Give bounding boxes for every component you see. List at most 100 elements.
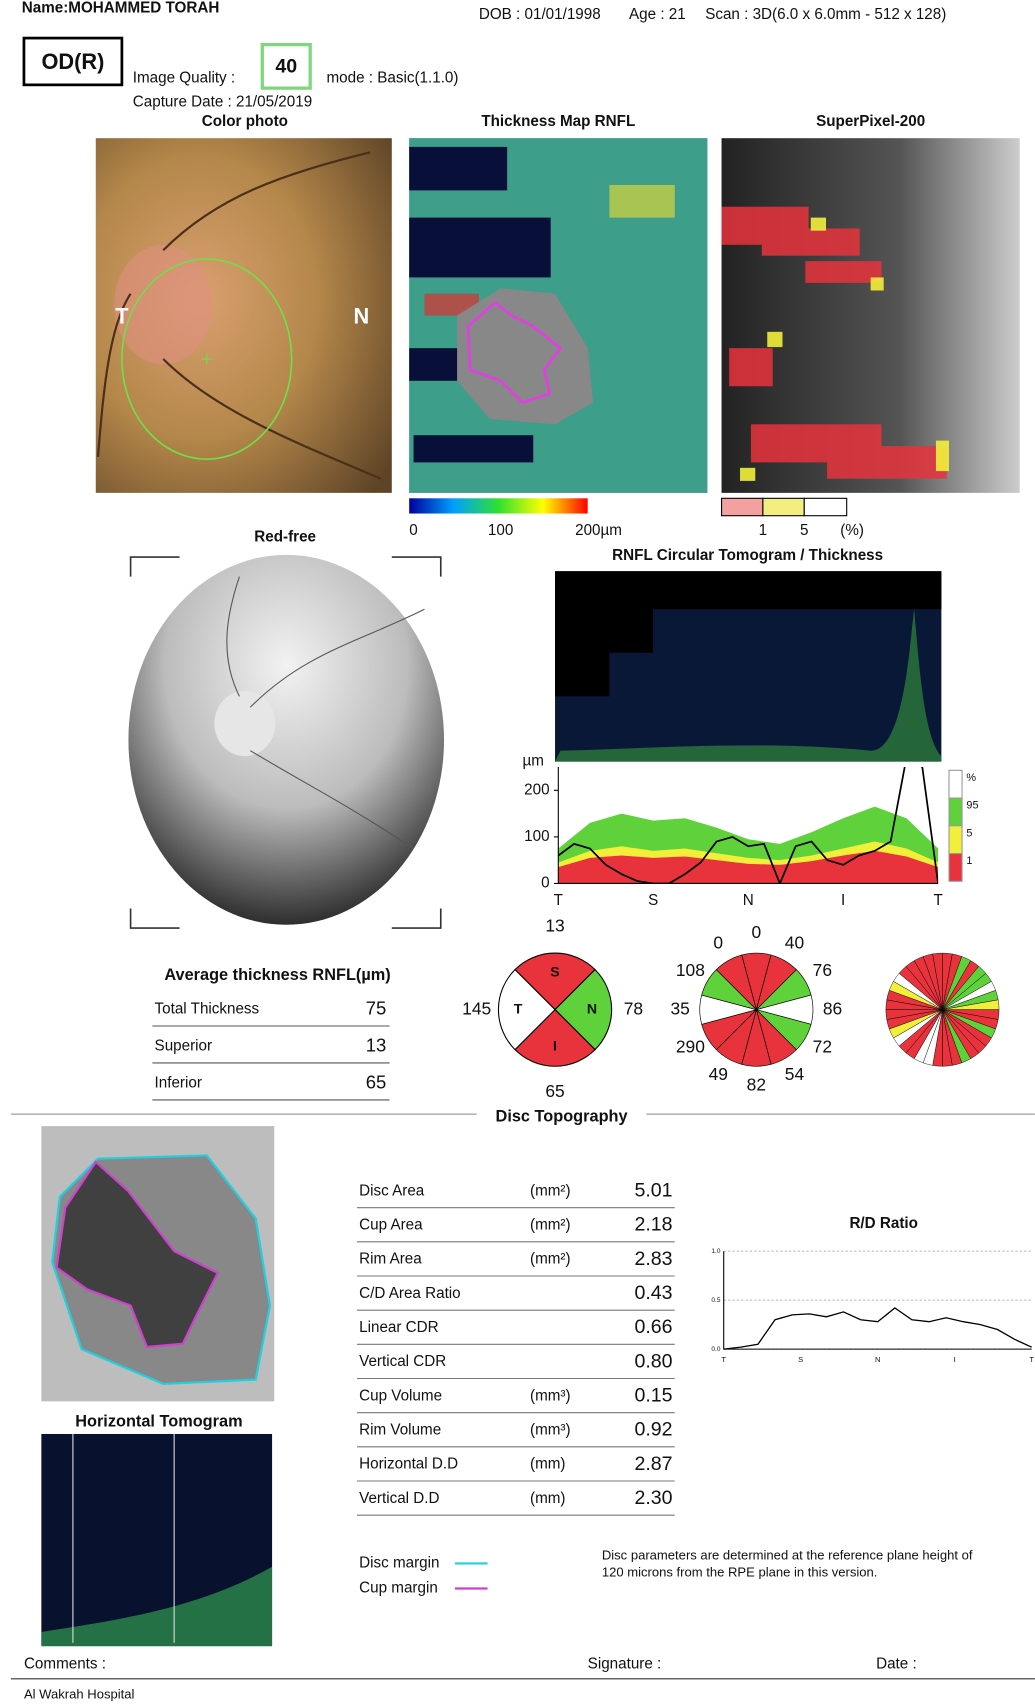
y-tick-label: 0.5 — [711, 1297, 720, 1304]
param-name: Rim Area — [359, 1251, 422, 1268]
x-tick-label: S — [648, 892, 658, 909]
patient-name: Name:MOHAMMED TORAH — [22, 0, 220, 17]
superpixel-legend — [722, 498, 763, 515]
param-name: C/D Area Ratio — [359, 1285, 461, 1302]
clock-value: 86 — [823, 998, 842, 1018]
average-title: Average thickness RNFL(µm) — [164, 966, 390, 984]
legend-label: 5 — [966, 827, 972, 839]
clock-value: 290 — [676, 1036, 705, 1056]
mode: mode : Basic(1.1.0) — [326, 69, 458, 86]
row-name: Inferior — [155, 1075, 202, 1092]
y-tick-label: 200 — [524, 781, 549, 798]
tsnit-chart: 0 100 200 T S N I T% 95 5 1 — [524, 758, 978, 909]
note: Disc parameters are determined at the re… — [602, 1547, 973, 1562]
quadrant-label: S — [550, 963, 559, 979]
legend-label: Cup margin — [359, 1579, 438, 1596]
page: Name:MOHAMMED TORAH DOB : 01/01/1998 Age… — [0, 0, 1035, 1706]
clock-value: 76 — [813, 960, 832, 980]
row-value: 13 — [366, 1035, 387, 1056]
param-name: Cup Volume — [359, 1387, 442, 1404]
param-value: 5.01 — [634, 1180, 672, 1202]
param-unit: (mm²) — [530, 1251, 571, 1268]
scale-label: (%) — [840, 522, 864, 539]
y-tick-label: 1.0 — [711, 1248, 720, 1255]
legend-swatch — [949, 854, 962, 882]
param-name: Vertical D.D — [359, 1490, 439, 1507]
section-title: Disc Topography — [496, 1108, 628, 1126]
scale-label: 1 — [759, 522, 767, 539]
row-value: 75 — [366, 998, 387, 1019]
legend-label: Disc margin — [359, 1554, 439, 1571]
legend-label: % — [966, 772, 976, 784]
scale-label: 0 — [409, 522, 417, 539]
capture-date: Capture Date : 21/05/2019 — [133, 93, 312, 110]
clock-value: 72 — [813, 1036, 832, 1056]
dob: DOB : 01/01/1998 — [479, 6, 601, 23]
date: Date : — [876, 1656, 917, 1673]
x-tick-label: T — [554, 892, 563, 909]
param-name: Vertical CDR — [359, 1353, 446, 1370]
row-value: 65 — [366, 1072, 387, 1093]
average-table: Total Thickness 75 Superior 13 Inferior 65 — [152, 998, 389, 1100]
param-value: 2.30 — [634, 1487, 672, 1509]
optic-disc — [114, 245, 212, 365]
y-tick-label: 0.0 — [711, 1346, 720, 1353]
superpixel-legend — [804, 498, 846, 515]
row-name: Total Thickness — [155, 1001, 260, 1018]
legend-swatch — [949, 826, 962, 854]
param-name: Horizontal D.D — [359, 1456, 458, 1473]
param-unit: (mm) — [530, 1456, 566, 1473]
clock-value: 54 — [785, 1064, 805, 1084]
thickness-scale — [409, 498, 587, 513]
param-value: 0.66 — [634, 1316, 672, 1338]
panel-title: Color photo — [202, 113, 288, 130]
clock-value: 35 — [670, 998, 689, 1018]
map-stripe — [409, 147, 507, 191]
x-tick-label: I — [841, 892, 845, 909]
legend-label: 1 — [966, 855, 972, 867]
y-tick-label: 100 — [524, 828, 549, 845]
axis-unit: µm — [523, 753, 544, 770]
clock-value: 0 — [713, 932, 723, 952]
x-tick-label: N — [875, 1355, 881, 1364]
x-tick-label: S — [798, 1355, 803, 1364]
param-name: Cup Area — [359, 1217, 423, 1234]
panel-title: RNFL Circular Tomogram / Thickness — [612, 547, 883, 564]
rd-chart: 0.00.51.0TSNIT — [711, 1248, 1034, 1364]
legend-swatch — [949, 770, 962, 798]
optic-disc — [214, 691, 275, 756]
x-tick-label: T — [721, 1355, 726, 1364]
row-name: Superior — [155, 1038, 213, 1055]
map-patch — [609, 185, 674, 218]
param-value: 0.92 — [634, 1419, 672, 1441]
panel-title: SuperPixel-200 — [816, 113, 925, 130]
param-value: 2.83 — [634, 1248, 672, 1270]
clock-value: 49 — [709, 1064, 728, 1084]
rd-line — [724, 1308, 1032, 1349]
hospital: Al Wakrah Hospital — [24, 1687, 135, 1702]
x-tick-label: N — [743, 892, 754, 909]
quadrant-value: 65 — [545, 1081, 564, 1101]
map-stripe — [409, 218, 550, 278]
quadrant-value: 13 — [545, 916, 564, 936]
panel-title: Thickness Map RNFL — [481, 113, 635, 130]
param-unit: (mm³) — [530, 1422, 571, 1439]
x-tick-label: T — [1029, 1355, 1034, 1364]
param-value: 0.43 — [634, 1282, 672, 1304]
legend-label: 95 — [966, 800, 978, 812]
tomogram-title: Horizontal Tomogram — [75, 1412, 242, 1430]
x-tick-label: T — [933, 892, 942, 909]
param-name: Disc Area — [359, 1182, 425, 1199]
scale-label: 100 — [488, 522, 513, 539]
clock-value: 108 — [676, 960, 705, 980]
param-value: 2.87 — [634, 1453, 672, 1475]
panel-title: Red-free — [254, 528, 316, 545]
note: 120 microns from the RPE plane in this v… — [602, 1565, 878, 1580]
quadrant-label: N — [587, 1000, 597, 1016]
signature: Signature : — [588, 1656, 662, 1673]
clock-value: 82 — [747, 1074, 766, 1094]
param-unit: (mm²) — [530, 1217, 571, 1234]
y-tick-label: 0 — [541, 874, 549, 891]
